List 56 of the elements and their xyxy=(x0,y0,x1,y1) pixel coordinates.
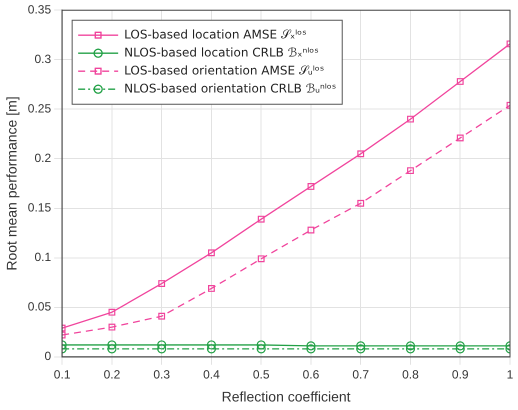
point xyxy=(108,308,116,316)
y-tick-label: 0.15 xyxy=(28,200,52,215)
point xyxy=(107,340,117,350)
point xyxy=(456,344,465,354)
point xyxy=(208,285,215,292)
y-tick-label: 0.1 xyxy=(34,250,52,264)
y-tick-label: 0.05 xyxy=(28,300,52,314)
x-tick-label: 1 xyxy=(506,367,514,382)
legend-label: NLOS-based location CRLB ℬₓⁿˡᵒˢ xyxy=(124,45,319,60)
point xyxy=(206,344,216,354)
x-tick-label: 0.7 xyxy=(352,367,370,382)
point xyxy=(306,344,316,354)
point xyxy=(158,280,166,287)
y-axis-title: Root mean performance [m] xyxy=(3,96,20,271)
point xyxy=(357,150,364,158)
x-tick-label: 0.8 xyxy=(402,367,420,382)
point xyxy=(256,340,266,350)
x-axis-title: Reflection coefficient xyxy=(222,388,351,404)
point xyxy=(206,340,216,350)
y-tick-label: 0.35 xyxy=(28,2,52,17)
y-tick-label: 0.2 xyxy=(34,151,52,166)
point xyxy=(157,344,166,354)
legend-label: LOS-based orientation AMSE 𝒮ᵤˡᵒˢ xyxy=(124,63,324,78)
point xyxy=(407,167,414,174)
x-tick-label: 0.5 xyxy=(252,367,270,382)
point xyxy=(456,134,464,142)
point xyxy=(258,216,265,223)
point xyxy=(407,116,414,123)
point xyxy=(406,341,416,351)
x-tick-label: 0.6 xyxy=(302,367,320,382)
point xyxy=(406,344,416,354)
point xyxy=(456,341,465,351)
point xyxy=(108,324,116,331)
point xyxy=(356,344,366,354)
y-tick-label: 0.25 xyxy=(28,102,52,116)
x-tick-label: 0.9 xyxy=(452,367,469,382)
legend-label: LOS-based location AMSE 𝒮ₓˡᵒˢ xyxy=(124,27,307,42)
point xyxy=(308,226,314,234)
point xyxy=(456,78,464,85)
point xyxy=(158,312,166,320)
x-tick-label: 0.2 xyxy=(104,367,121,382)
point xyxy=(256,344,266,354)
point xyxy=(357,200,364,207)
x-tick-label: 0.1 xyxy=(54,367,71,382)
point xyxy=(308,183,314,190)
point xyxy=(258,255,265,262)
point xyxy=(356,341,366,351)
point xyxy=(107,344,117,354)
x-tick-label: 0.3 xyxy=(153,367,170,382)
y-tick-label: 0.3 xyxy=(34,52,52,66)
legend-label: NLOS-based orientation CRLB ℬᵤⁿˡᵒˢ xyxy=(124,81,336,96)
y-tick-label: 0 xyxy=(44,349,52,364)
point xyxy=(157,340,166,350)
point xyxy=(208,249,215,256)
x-tick-label: 0.4 xyxy=(203,367,220,382)
point xyxy=(306,341,316,351)
